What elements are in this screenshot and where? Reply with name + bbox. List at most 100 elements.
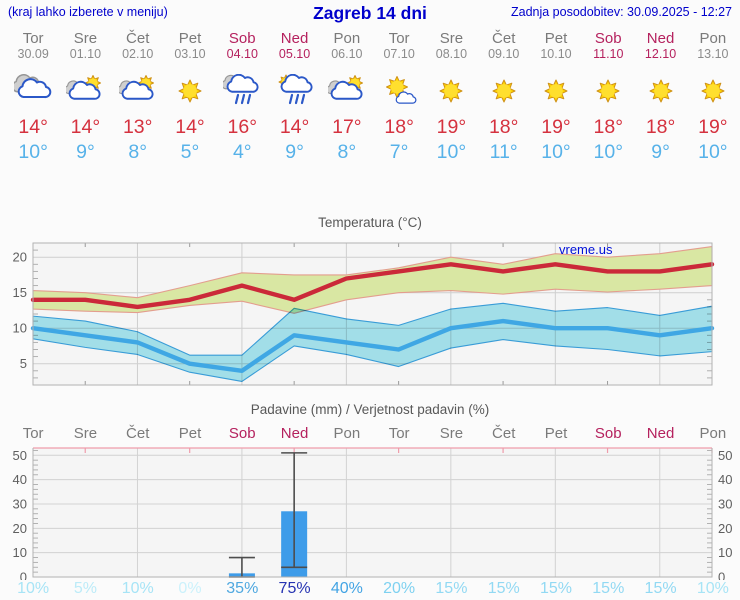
precipitation-probability-3: 10% [121,580,154,597]
max-temperature: 19° [436,116,467,138]
precipitation-probability-7: 40% [330,580,363,597]
day-name: Tor [22,425,44,442]
day-date: 01.10 [69,47,102,61]
precip-day-label-3: Čet [112,426,164,442]
min-temperature: 9° [285,141,304,163]
sun-small-cloud-icon [386,76,417,104]
last-update-text: Zadnja posodobitev: 30.09.2025 - 12:27 [510,5,732,19]
min-temperature: 8° [337,141,357,163]
min-temperature: 10° [698,141,728,163]
min-temperature: 4° [232,141,252,163]
day-date: 06.10 [331,47,363,61]
max-temperature-line [30,262,715,310]
precipitation-probability-2: 5% [73,580,97,597]
day-name: Sre [73,30,98,47]
precipitation-probability-row: 10% 5% 10% 0% 35% 75% 40% 20% 15% 15% 15% 15% 15% 10% [7,579,739,599]
day-name: Čet [126,30,150,47]
sunny-icon [492,79,516,103]
weather-icon-slot [268,73,320,110]
location-menu-note: (kraj lahko izberete v meniju) [8,5,168,19]
svg-text:50: 50 [13,448,27,463]
svg-text:20: 20 [13,250,27,265]
precipitation-probability-13: 15% [644,580,677,597]
precipitation-probability-11: 15% [539,580,572,597]
day-name: Tor [388,425,410,442]
svg-text:20: 20 [13,521,27,536]
min-temperature: 10° [541,141,571,163]
sunny-icon [596,79,620,103]
precipitation-probability-4: 0% [178,580,202,597]
svg-text:10: 10 [718,545,732,560]
day-name: Ned [280,30,309,47]
weather-icon-slot [687,74,739,110]
day-name: Sob [228,425,256,442]
sun-cloud-icon [64,75,102,100]
precipitation-probability-6: 75% [278,580,311,597]
max-temperature: 13° [122,116,153,138]
day-name: Pet [544,425,568,442]
day-column-1: Tor 30.09 14° 10° [7,31,59,163]
day-column-3: Čet 02.10 13° 8° [112,31,164,163]
day-column-11: Pet 10.10 19° 10° [530,31,582,164]
day-name: Ned [646,425,675,442]
precipitation-day-labels-row: Tor Sre Čet Pet Sob Ned Pon Tor Sre Čet Pet Sob Ned P… [7,426,739,442]
precip-day-label-10: Čet [478,426,530,442]
day-name: Čet [126,425,150,442]
precipitation-probability-9: 15% [435,580,468,597]
day-name: Sre [439,425,464,442]
svg-text:40: 40 [13,472,27,487]
day-name: Tor [22,30,44,47]
svg-text:30: 30 [718,496,732,511]
day-column-4: Pet 03.10 14° 5° [164,30,216,164]
day-date: 05.10 [278,47,311,61]
precipitation-probability-1: 10% [17,580,50,597]
precipitation-whisker [281,452,308,569]
vreme-us-watermark-link[interactable]: vreme.us [559,242,613,257]
precipitation-chart: 0 0 10 10 20 20 30 30 40 40 50 50 [13,447,732,581]
day-name: Ned [646,30,675,47]
max-temperature: 18° [488,116,519,138]
day-name: Čet [492,30,516,47]
weather-icon-slot [59,74,111,110]
svg-text:0: 0 [718,570,725,581]
day-column-8: Tor 07.10 18° 7° [373,31,425,163]
temperature-chart: 5 10 15 20 [13,242,715,386]
day-column-14: Pon 13.10 19° 10° [687,30,739,164]
weather-icon-slot [321,74,373,110]
weather-icon-slot [7,74,59,110]
weather-icon-slot [634,74,686,110]
precip-day-label-12: Sob [582,426,634,442]
day-date: 02.10 [122,47,154,61]
sunny-icon [544,79,568,103]
day-name: Pon [699,30,727,47]
day-column-7: Pon 06.10 17° 8° [321,31,373,163]
svg-text:30: 30 [13,496,27,511]
min-temperature: 5° [180,141,200,163]
svg-text:50: 50 [718,448,732,463]
weather-icon-slot [164,74,216,110]
weather-icon-slot [478,74,530,110]
min-temperature: 7° [389,141,409,163]
weather-icon-slot [530,74,582,110]
precipitation-chart-title: Padavine (mm) / Verjetnost padavin (%) [250,402,490,417]
precip-day-label-5: Sob [216,426,268,442]
max-temperature: 18° [593,116,624,138]
svg-text:0: 0 [20,570,27,581]
day-column-13: Ned 12.10 18° 9° [634,30,686,164]
day-name: Pet [178,425,202,442]
sunny-icon [439,79,463,103]
day-date: 03.10 [174,47,206,61]
precip-day-label-6: Ned [268,426,320,442]
day-date: 07.10 [383,47,415,61]
day-name: Sre [73,425,98,442]
day-column-5: Sob 04.10 16° 4° [216,31,268,163]
weather-icon-slot [216,73,268,110]
max-temperature: 14° [70,116,101,138]
day-name: Sre [439,30,464,47]
precip-day-label-2: Sre [59,426,111,442]
weather-icon-slot [582,74,634,110]
cloudy-icon [11,74,52,99]
page-title: Zagreb 14 dni [313,3,427,23]
day-name: Tor [388,30,410,47]
day-name: Pet [178,30,202,47]
